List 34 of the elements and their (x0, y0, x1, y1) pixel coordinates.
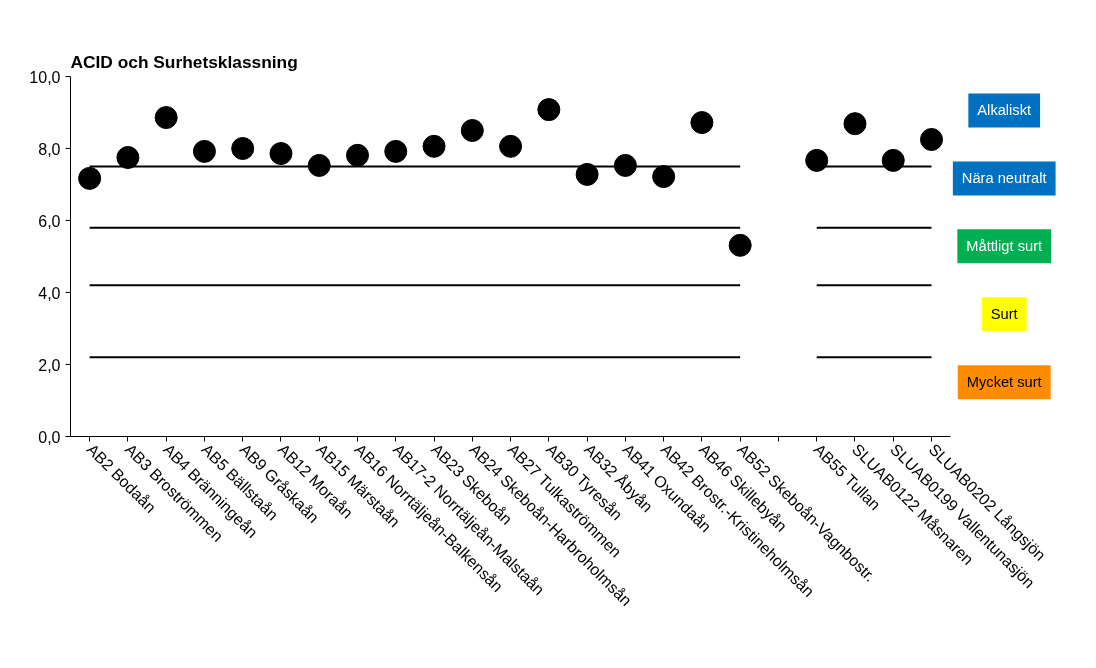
chart-title: ACID och Surhetsklassning (70, 51, 298, 72)
point (920, 128, 944, 151)
point (192, 139, 216, 163)
y-tick-label: 8,0 (38, 140, 61, 158)
point (231, 137, 255, 160)
point (154, 106, 178, 130)
text: Nära neutralt (961, 170, 1047, 187)
point (116, 146, 140, 169)
text: Surt (990, 306, 1018, 323)
y-tick-label: 0,0 (38, 428, 61, 446)
point (805, 148, 829, 172)
point (346, 143, 370, 167)
text: Måttligt surt (966, 238, 1043, 255)
point (613, 153, 637, 177)
point (460, 119, 484, 142)
y-tick-label: 2,0 (38, 356, 61, 374)
point (575, 162, 599, 186)
point (537, 98, 561, 122)
point (881, 148, 905, 172)
point (384, 139, 408, 163)
point (843, 112, 867, 136)
point (422, 134, 446, 158)
point (78, 166, 102, 190)
point (269, 142, 293, 166)
point (307, 153, 331, 177)
y-tick-label: 10,0 (29, 68, 61, 86)
point (690, 111, 714, 135)
point (728, 233, 752, 257)
text: Alkaliskt (977, 102, 1032, 119)
point (652, 165, 676, 189)
y-tick-label: 6,0 (38, 212, 61, 230)
text: Mycket surt (966, 374, 1042, 391)
point (499, 134, 523, 158)
y-tick-label: 4,0 (38, 284, 61, 302)
